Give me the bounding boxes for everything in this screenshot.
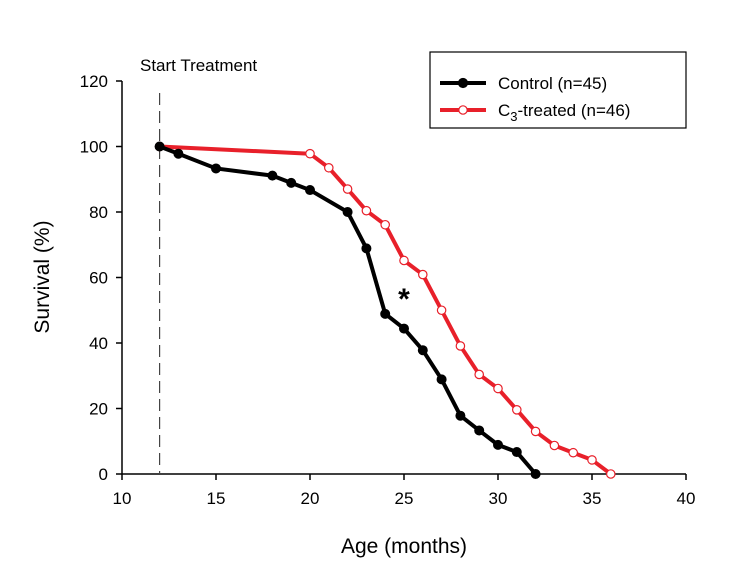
data-point xyxy=(380,308,391,319)
legend-label-suffix: -treated (n=46) xyxy=(518,101,631,120)
y-tick-label: 40 xyxy=(89,334,108,353)
y-tick-label: 120 xyxy=(80,72,108,91)
y-axis-title: Survival (%) xyxy=(31,220,54,333)
data-point xyxy=(361,243,372,254)
x-axis-title: Age (months) xyxy=(341,535,467,558)
data-point xyxy=(511,405,522,415)
data-point xyxy=(323,162,334,173)
series-layer xyxy=(154,141,616,479)
data-point xyxy=(267,170,278,181)
legend-label-prefix: C xyxy=(498,101,510,120)
data-point xyxy=(399,255,409,266)
data-point xyxy=(417,345,428,356)
start-treatment-label: Start Treatment xyxy=(140,56,257,75)
data-point xyxy=(173,148,184,159)
y-tick-label: 80 xyxy=(89,203,108,222)
data-point xyxy=(342,184,353,194)
series-control xyxy=(154,141,541,479)
data-point xyxy=(568,447,578,458)
data-point xyxy=(530,469,541,479)
x-ticks: 10 15 20 25 30 35 40 xyxy=(113,474,696,508)
x-tick-label: 10 xyxy=(113,489,132,508)
legend-label: C3-treated (n=46) xyxy=(498,101,630,124)
data-point xyxy=(605,469,616,479)
data-point xyxy=(474,425,485,436)
data-point xyxy=(493,383,503,394)
data-point xyxy=(436,374,447,385)
significance-marker: * xyxy=(398,283,410,316)
y-ticks: 0 20 40 60 80 100 120 xyxy=(80,72,122,484)
legend-swatch-marker xyxy=(458,105,468,115)
y-tick-label: 20 xyxy=(89,400,108,419)
data-point xyxy=(587,455,597,465)
y-tick-label: 0 xyxy=(99,465,108,484)
data-point xyxy=(380,219,390,230)
data-point xyxy=(361,205,372,216)
series-line xyxy=(158,144,538,476)
series-treated xyxy=(154,141,616,479)
data-point xyxy=(493,439,503,450)
x-tick-label: 35 xyxy=(583,489,602,508)
data-point xyxy=(436,305,447,316)
data-point xyxy=(305,148,315,159)
data-point xyxy=(342,207,353,217)
x-tick-label: 40 xyxy=(677,489,696,508)
y-tick-label: 60 xyxy=(89,269,108,288)
legend: Control (n=45) C3-treated (n=46) xyxy=(429,51,687,129)
x-tick-label: 25 xyxy=(395,489,414,508)
data-point xyxy=(455,341,466,351)
data-point xyxy=(530,426,541,437)
axes: 10 15 20 25 30 35 40 0 20 40 60 80 100 120 xyxy=(80,72,696,508)
legend-entries: Control (n=45) C3-treated (n=46) xyxy=(440,74,630,124)
y-tick-label: 100 xyxy=(80,138,108,157)
x-tick-label: 15 xyxy=(207,489,226,508)
data-point xyxy=(511,447,522,458)
data-point xyxy=(474,369,484,380)
legend-swatch-marker xyxy=(457,77,469,89)
data-point xyxy=(211,163,221,174)
legend-box xyxy=(429,51,687,129)
data-point xyxy=(286,177,297,188)
data-point xyxy=(455,410,466,421)
legend-label-subscript: 3 xyxy=(510,109,517,124)
data-point xyxy=(399,323,409,334)
legend-label: Control (n=45) xyxy=(498,74,607,93)
data-point xyxy=(154,141,165,152)
x-tick-label: 20 xyxy=(301,489,320,508)
data-point xyxy=(549,440,560,451)
data-point xyxy=(305,185,315,196)
data-point xyxy=(417,269,428,280)
x-tick-label: 30 xyxy=(489,489,508,508)
